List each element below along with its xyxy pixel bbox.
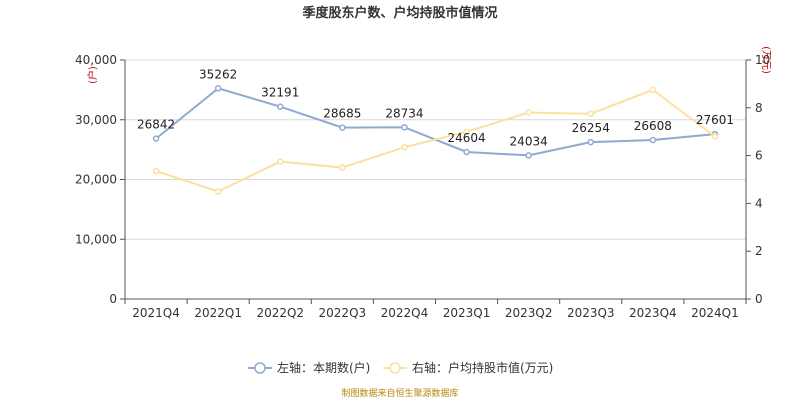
x-tick-label: 2023Q4 xyxy=(629,306,677,320)
right-tick-label: 2 xyxy=(755,244,763,258)
data-point-households xyxy=(277,103,284,110)
x-tick-label: 2023Q1 xyxy=(443,306,491,320)
x-tick-label: 2023Q3 xyxy=(567,306,615,320)
data-label: 28734 xyxy=(385,106,423,120)
legend-marker xyxy=(389,362,401,374)
data-label: 24604 xyxy=(447,131,485,145)
data-point-households xyxy=(401,124,408,131)
data-point-avg-holding-value xyxy=(277,158,284,165)
x-tick-label: 2022Q4 xyxy=(381,306,429,320)
x-tick-label: 2023Q2 xyxy=(505,306,553,320)
data-point-avg-holding-value xyxy=(214,188,222,195)
legend: 左轴：本期数(户) 右轴：户均持股市值(万元) xyxy=(248,360,553,375)
left-tick-label: 30,000 xyxy=(75,113,117,127)
data-point-avg-holding-value xyxy=(401,143,408,151)
data-label: 32191 xyxy=(261,86,299,100)
x-tick-label: 2021Q4 xyxy=(132,306,180,320)
data-point-households xyxy=(525,152,532,159)
data-point-avg-holding-value xyxy=(587,110,594,118)
axes: 0 10,000 20,000 30,000 40,000 0 2 4 6 8 10 2021Q4 20… xyxy=(75,53,770,320)
x-tick-label: 2024Q1 xyxy=(691,306,739,320)
left-tick-label: 10,000 xyxy=(75,232,117,246)
legend-marker xyxy=(254,362,266,374)
right-axis-unit: (万元) xyxy=(760,46,771,74)
right-tick-label: 10 xyxy=(755,53,770,67)
data-label: 26608 xyxy=(634,119,672,133)
x-tick-label: 2022Q3 xyxy=(319,306,367,320)
data-labels: 26842 35262 32191 28685 28734 24604 24034 26254… xyxy=(137,67,734,148)
x-tick-label: 2022Q1 xyxy=(194,306,242,320)
data-point-avg-holding-value xyxy=(711,133,719,140)
data-label: 24034 xyxy=(510,134,548,148)
data-label: 26842 xyxy=(137,118,175,132)
legend-label: 右轴：户均持股市值(万元) xyxy=(412,360,553,375)
right-tick-label: 8 xyxy=(755,101,763,115)
data-label: 28685 xyxy=(323,107,361,121)
right-tick-label: 4 xyxy=(755,196,763,210)
data-point-households xyxy=(649,136,657,144)
data-point-avg-holding-value xyxy=(525,109,532,116)
right-tick-label: 0 xyxy=(755,292,763,306)
data-point-households xyxy=(152,135,160,142)
source-note: 制图数据来自恒生聚源数据库 xyxy=(341,387,458,399)
left-tick-label: 40,000 xyxy=(75,53,117,67)
data-point-avg-holding-value xyxy=(152,167,160,175)
data-point-avg-holding-value xyxy=(339,164,346,171)
series xyxy=(152,85,719,195)
data-point-households xyxy=(339,124,346,131)
data-label: 27601 xyxy=(696,113,734,127)
left-tick-label: 0 xyxy=(109,292,117,306)
x-tick-label: 2022Q2 xyxy=(256,306,304,320)
grid xyxy=(125,59,746,300)
data-label: 26254 xyxy=(572,121,610,135)
left-axis-unit: (户) xyxy=(86,66,99,84)
chart-title: 季度股东户数、户均持股市值情况 xyxy=(301,5,497,21)
data-point-avg-holding-value xyxy=(463,128,470,135)
data-label: 35262 xyxy=(199,67,237,81)
right-tick-label: 6 xyxy=(755,149,763,163)
left-tick-label: 20,000 xyxy=(75,173,117,187)
data-point-avg-holding-value xyxy=(649,86,657,94)
legend-label: 左轴：本期数(户) xyxy=(277,360,370,375)
series-line-avg-holding-value xyxy=(155,88,716,193)
data-point-households xyxy=(587,138,594,146)
data-point-households xyxy=(463,148,470,156)
data-point-households xyxy=(214,85,222,92)
